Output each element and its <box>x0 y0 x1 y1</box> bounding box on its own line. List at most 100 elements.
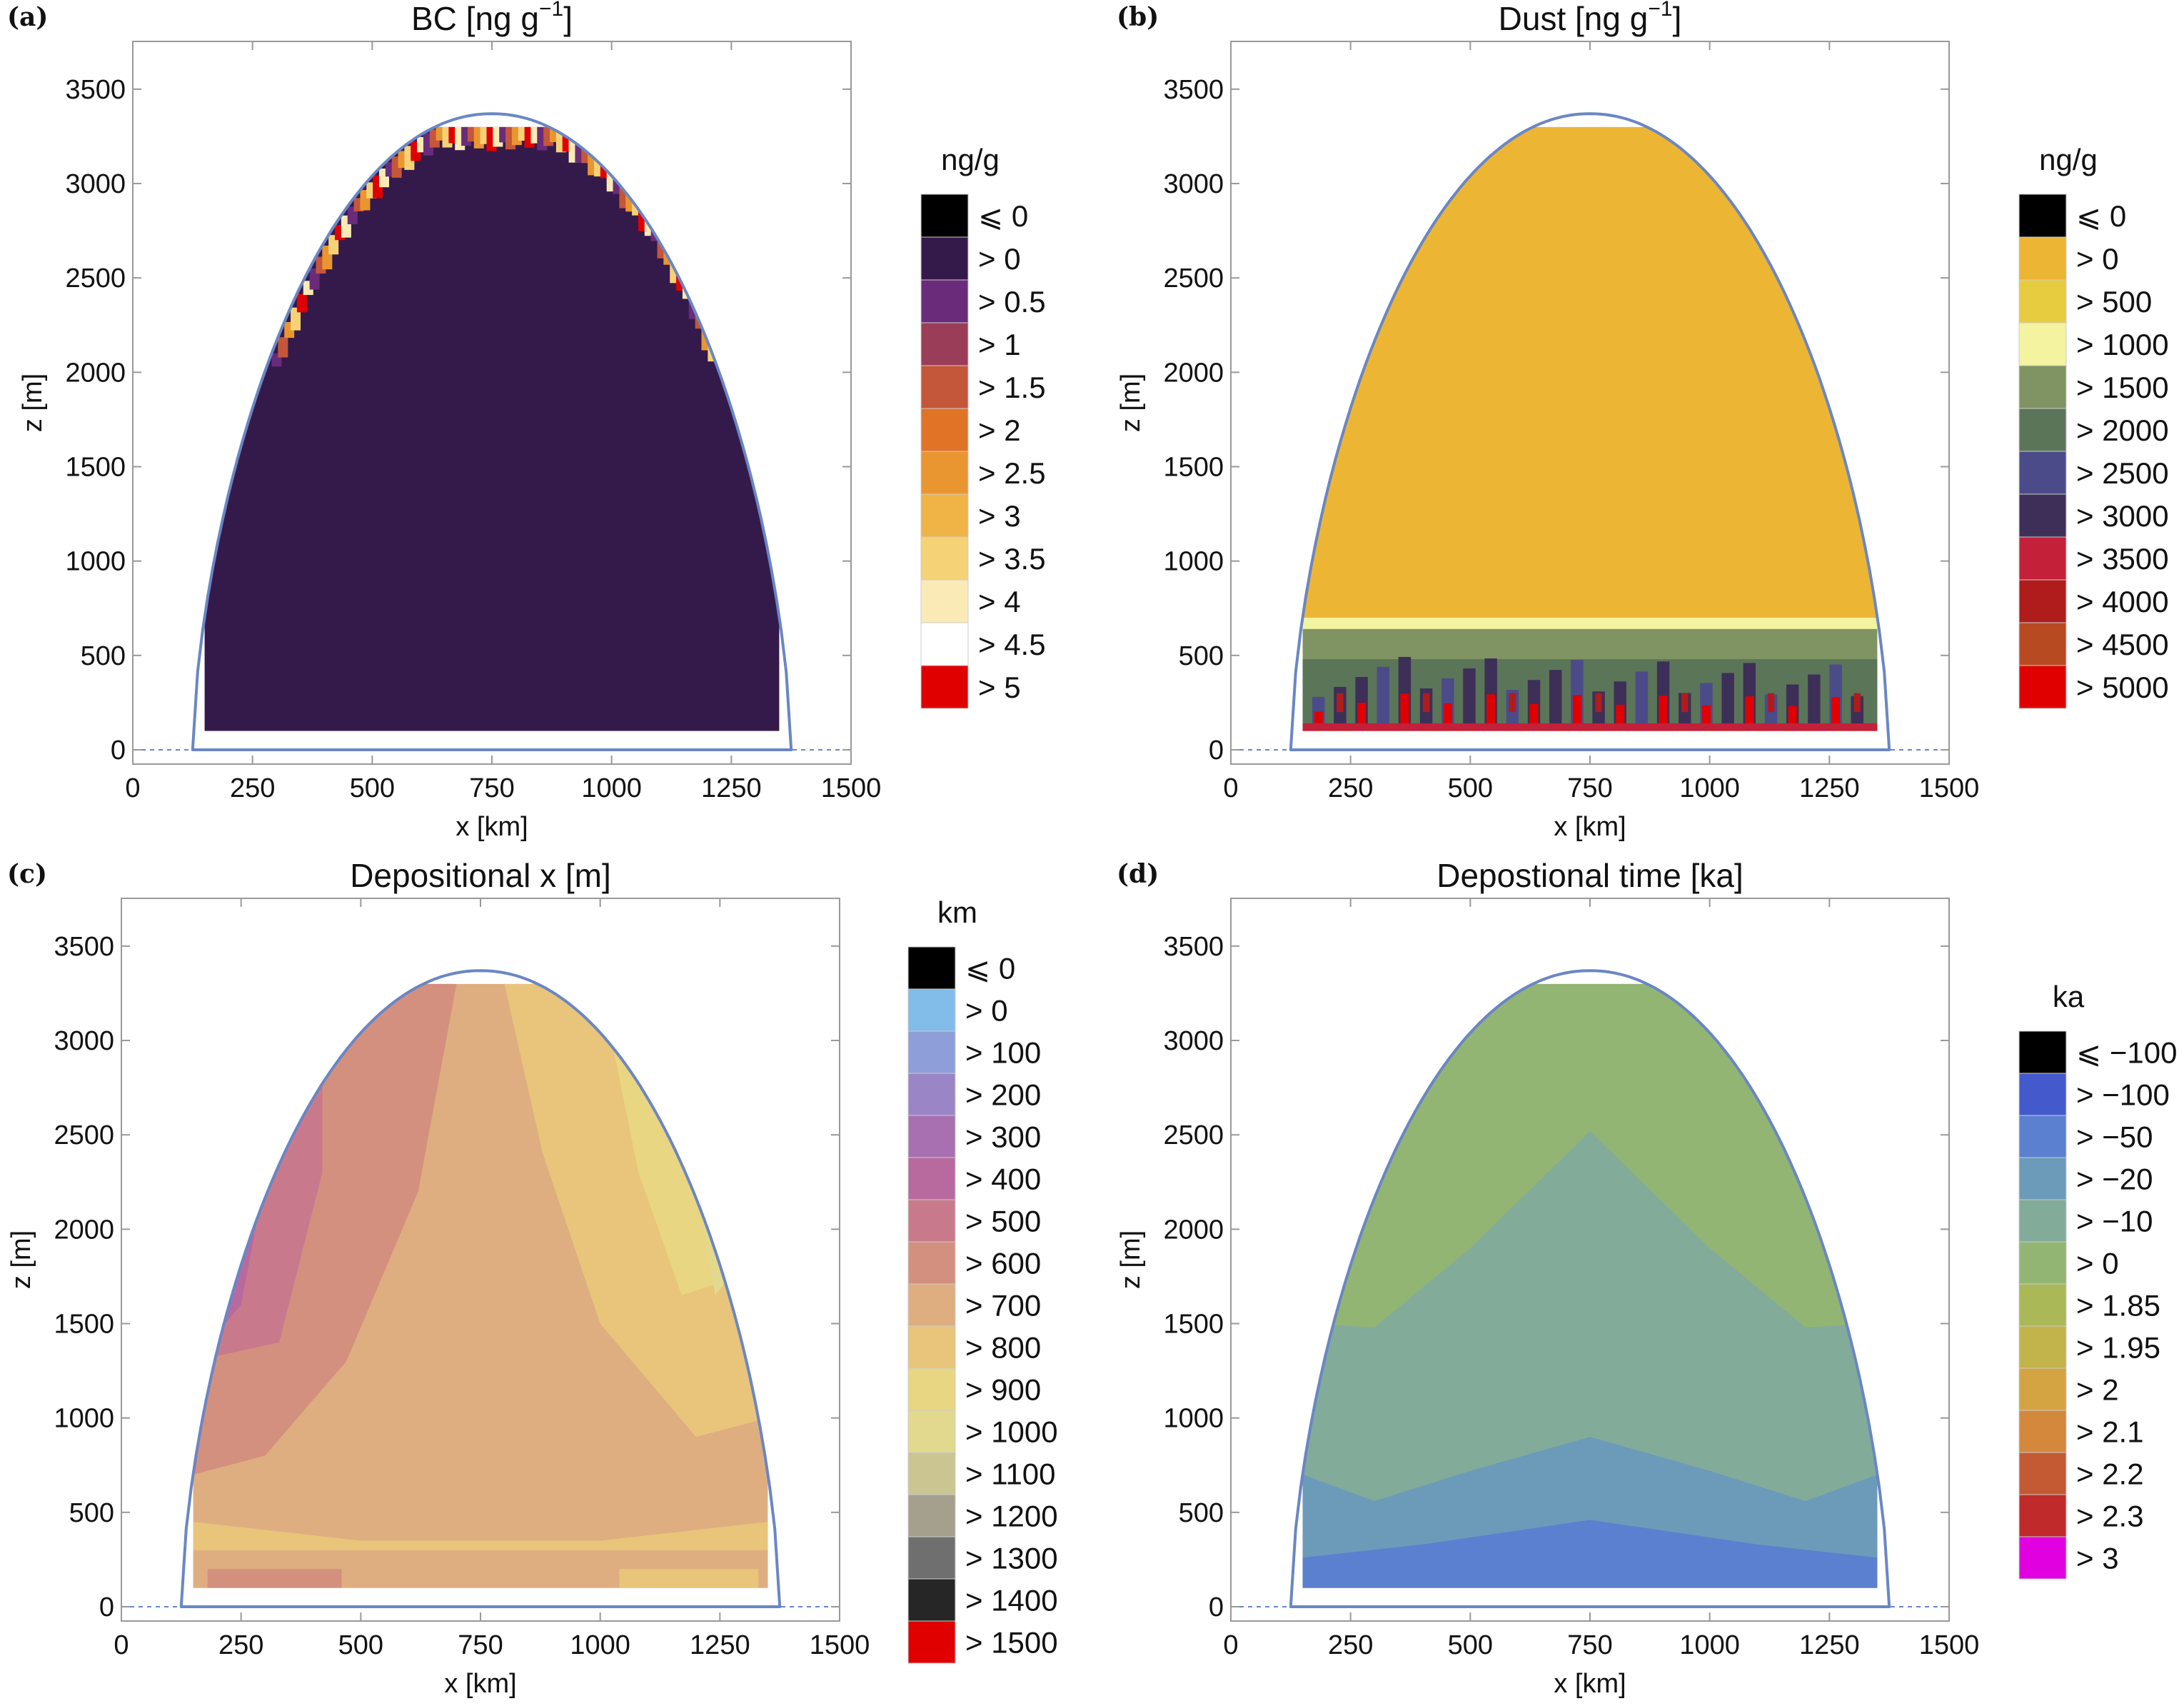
legend-label: > 3000 <box>2076 499 2169 533</box>
x-tick-label: 1000 <box>581 773 642 803</box>
y-tick-label: 0 <box>1209 1592 1224 1622</box>
legend-label: > 500 <box>2076 285 2152 318</box>
field-region <box>1509 693 1516 713</box>
legend-label: > 2.5 <box>978 456 1046 490</box>
y-tick-label: 1500 <box>1163 1310 1224 1340</box>
x-tick-label: 250 <box>1328 773 1373 803</box>
legend: ka ⩽ −100 > −100 > −50 > −20 > −10 > 0 > 1.85 > … <box>2018 980 2177 1580</box>
panel-c: 0 250 500 750 1000 1250 1500 0 500 1000 1500 2000 25… <box>6 857 1058 1699</box>
y-axis-label: z [m] <box>1116 1230 1146 1289</box>
legend-label: > 3 <box>978 499 1021 533</box>
field-region <box>1721 673 1734 728</box>
y-tick-label: 1500 <box>65 453 126 483</box>
legend-label: > −50 <box>2076 1120 2153 1154</box>
legend-swatch <box>907 1410 956 1453</box>
y-tick-label: 2500 <box>1163 264 1224 293</box>
legend-label: > 1400 <box>965 1584 1058 1617</box>
field-region <box>1701 705 1711 726</box>
legend-label: > 300 <box>965 1120 1041 1154</box>
field-region <box>1831 697 1841 726</box>
legend-swatch <box>2018 1199 2067 1243</box>
x-tick-label: 0 <box>1223 773 1238 803</box>
legend-swatch <box>920 451 969 495</box>
field-region <box>296 293 307 313</box>
panel-a: 0 250 500 750 1000 1250 1500 0 500 1000 1500 2000 25… <box>7 0 1046 842</box>
ice-sheet-outline <box>179 969 782 1608</box>
y-tick-label: 3500 <box>1163 75 1224 105</box>
panel-b: 0 250 500 750 1000 1250 1500 0 500 1000 1500 2000 25… <box>1116 0 2169 842</box>
legend: ng/g ⩽ 0 > 0 > 0.5 > 1 > 1.5 > 2 > 2.5 > 3 > 3.5 >… <box>920 143 1046 709</box>
y-tick-label: 3000 <box>65 169 126 199</box>
legend-swatch <box>920 322 969 366</box>
y-tick-label: 3000 <box>54 1026 114 1056</box>
legend-label: > 0 <box>2076 1247 2119 1280</box>
legend-label: > 800 <box>965 1331 1041 1365</box>
legend-label: > 1 <box>978 328 1021 361</box>
y-tick-label: 3000 <box>1163 1026 1224 1056</box>
legend-label: > 4500 <box>2076 628 2169 661</box>
legend-swatch <box>2018 579 2067 623</box>
panel-d: 0 250 500 750 1000 1250 1500 0 500 1000 1500 2000 25… <box>1116 857 2177 1699</box>
legend-swatch <box>2018 536 2067 581</box>
y-tick-label: 3500 <box>54 932 114 962</box>
legend-swatch <box>907 1452 956 1495</box>
field-region <box>1486 694 1496 726</box>
field-region <box>619 1569 758 1588</box>
legend-label: > 2 <box>2076 1373 2119 1407</box>
legend-label: > 3500 <box>2076 542 2169 576</box>
x-axis-label: x [km] <box>1554 812 1626 842</box>
legend-label: > 2.1 <box>2076 1415 2144 1449</box>
field-region <box>1572 695 1581 726</box>
legend-label: > 2 <box>978 413 1021 447</box>
x-tick-label: 1000 <box>1679 773 1740 803</box>
legend-label: > 1300 <box>965 1542 1058 1575</box>
legend-label: > 1.95 <box>2076 1331 2160 1365</box>
x-tick-label: 750 <box>1567 1630 1612 1660</box>
legend-swatch <box>2018 622 2067 666</box>
field-region <box>1443 703 1452 726</box>
legend-label: > 400 <box>965 1163 1041 1196</box>
x-tick-label: 500 <box>350 773 395 803</box>
field-region <box>1767 693 1775 713</box>
legend-swatch <box>907 1030 956 1074</box>
x-tick-label: 750 <box>1567 773 1612 803</box>
y-tick-label: 1000 <box>54 1404 114 1434</box>
field-region <box>207 1569 342 1588</box>
x-tick-label: 1250 <box>1799 773 1860 803</box>
legend-label: > 4.5 <box>978 628 1046 661</box>
ice-sheet-outline <box>1289 112 1891 751</box>
legend: km ⩽ 0 > 0 > 100 > 200 > 300 > 400 > 500 > 600 > … <box>907 895 1058 1664</box>
y-tick-label: 3500 <box>65 75 126 105</box>
legend-swatch <box>907 988 956 1032</box>
legend-swatch <box>2018 1073 2067 1116</box>
legend-label: > 200 <box>965 1078 1041 1112</box>
field-region <box>1529 703 1539 726</box>
x-tick-label: 1000 <box>1679 1630 1740 1660</box>
x-tick-label: 500 <box>1448 1630 1493 1660</box>
legend-label: > 2500 <box>2076 456 2169 490</box>
field-region <box>1314 711 1323 726</box>
field-region <box>1681 693 1689 713</box>
legend-label: > 3 <box>2076 1542 2119 1575</box>
chart-title-end: ] <box>1673 0 1682 37</box>
y-tick-label: 500 <box>69 1498 114 1528</box>
y-tick-label: 2500 <box>54 1120 114 1150</box>
x-tick-label: 1250 <box>701 773 762 803</box>
legend-swatch <box>2018 236 2067 281</box>
y-tick-label: 3000 <box>1163 169 1224 199</box>
y-axis-label: z [m] <box>1116 373 1146 432</box>
y-tick-label: 1500 <box>54 1310 114 1340</box>
x-tick-label: 500 <box>338 1630 383 1660</box>
legend-swatch <box>907 1325 956 1369</box>
legend-swatch <box>2018 1030 2067 1074</box>
legend-label: > 100 <box>965 1036 1041 1070</box>
legend-label: > 4 <box>978 585 1021 618</box>
legend-swatch <box>907 1283 956 1327</box>
legend-swatch <box>907 1620 956 1664</box>
field-region <box>1616 704 1625 726</box>
y-tick-label: 0 <box>111 736 126 766</box>
field-region <box>1853 693 1861 713</box>
legend-swatch <box>2018 451 2067 495</box>
legend-swatch <box>2018 365 2067 409</box>
